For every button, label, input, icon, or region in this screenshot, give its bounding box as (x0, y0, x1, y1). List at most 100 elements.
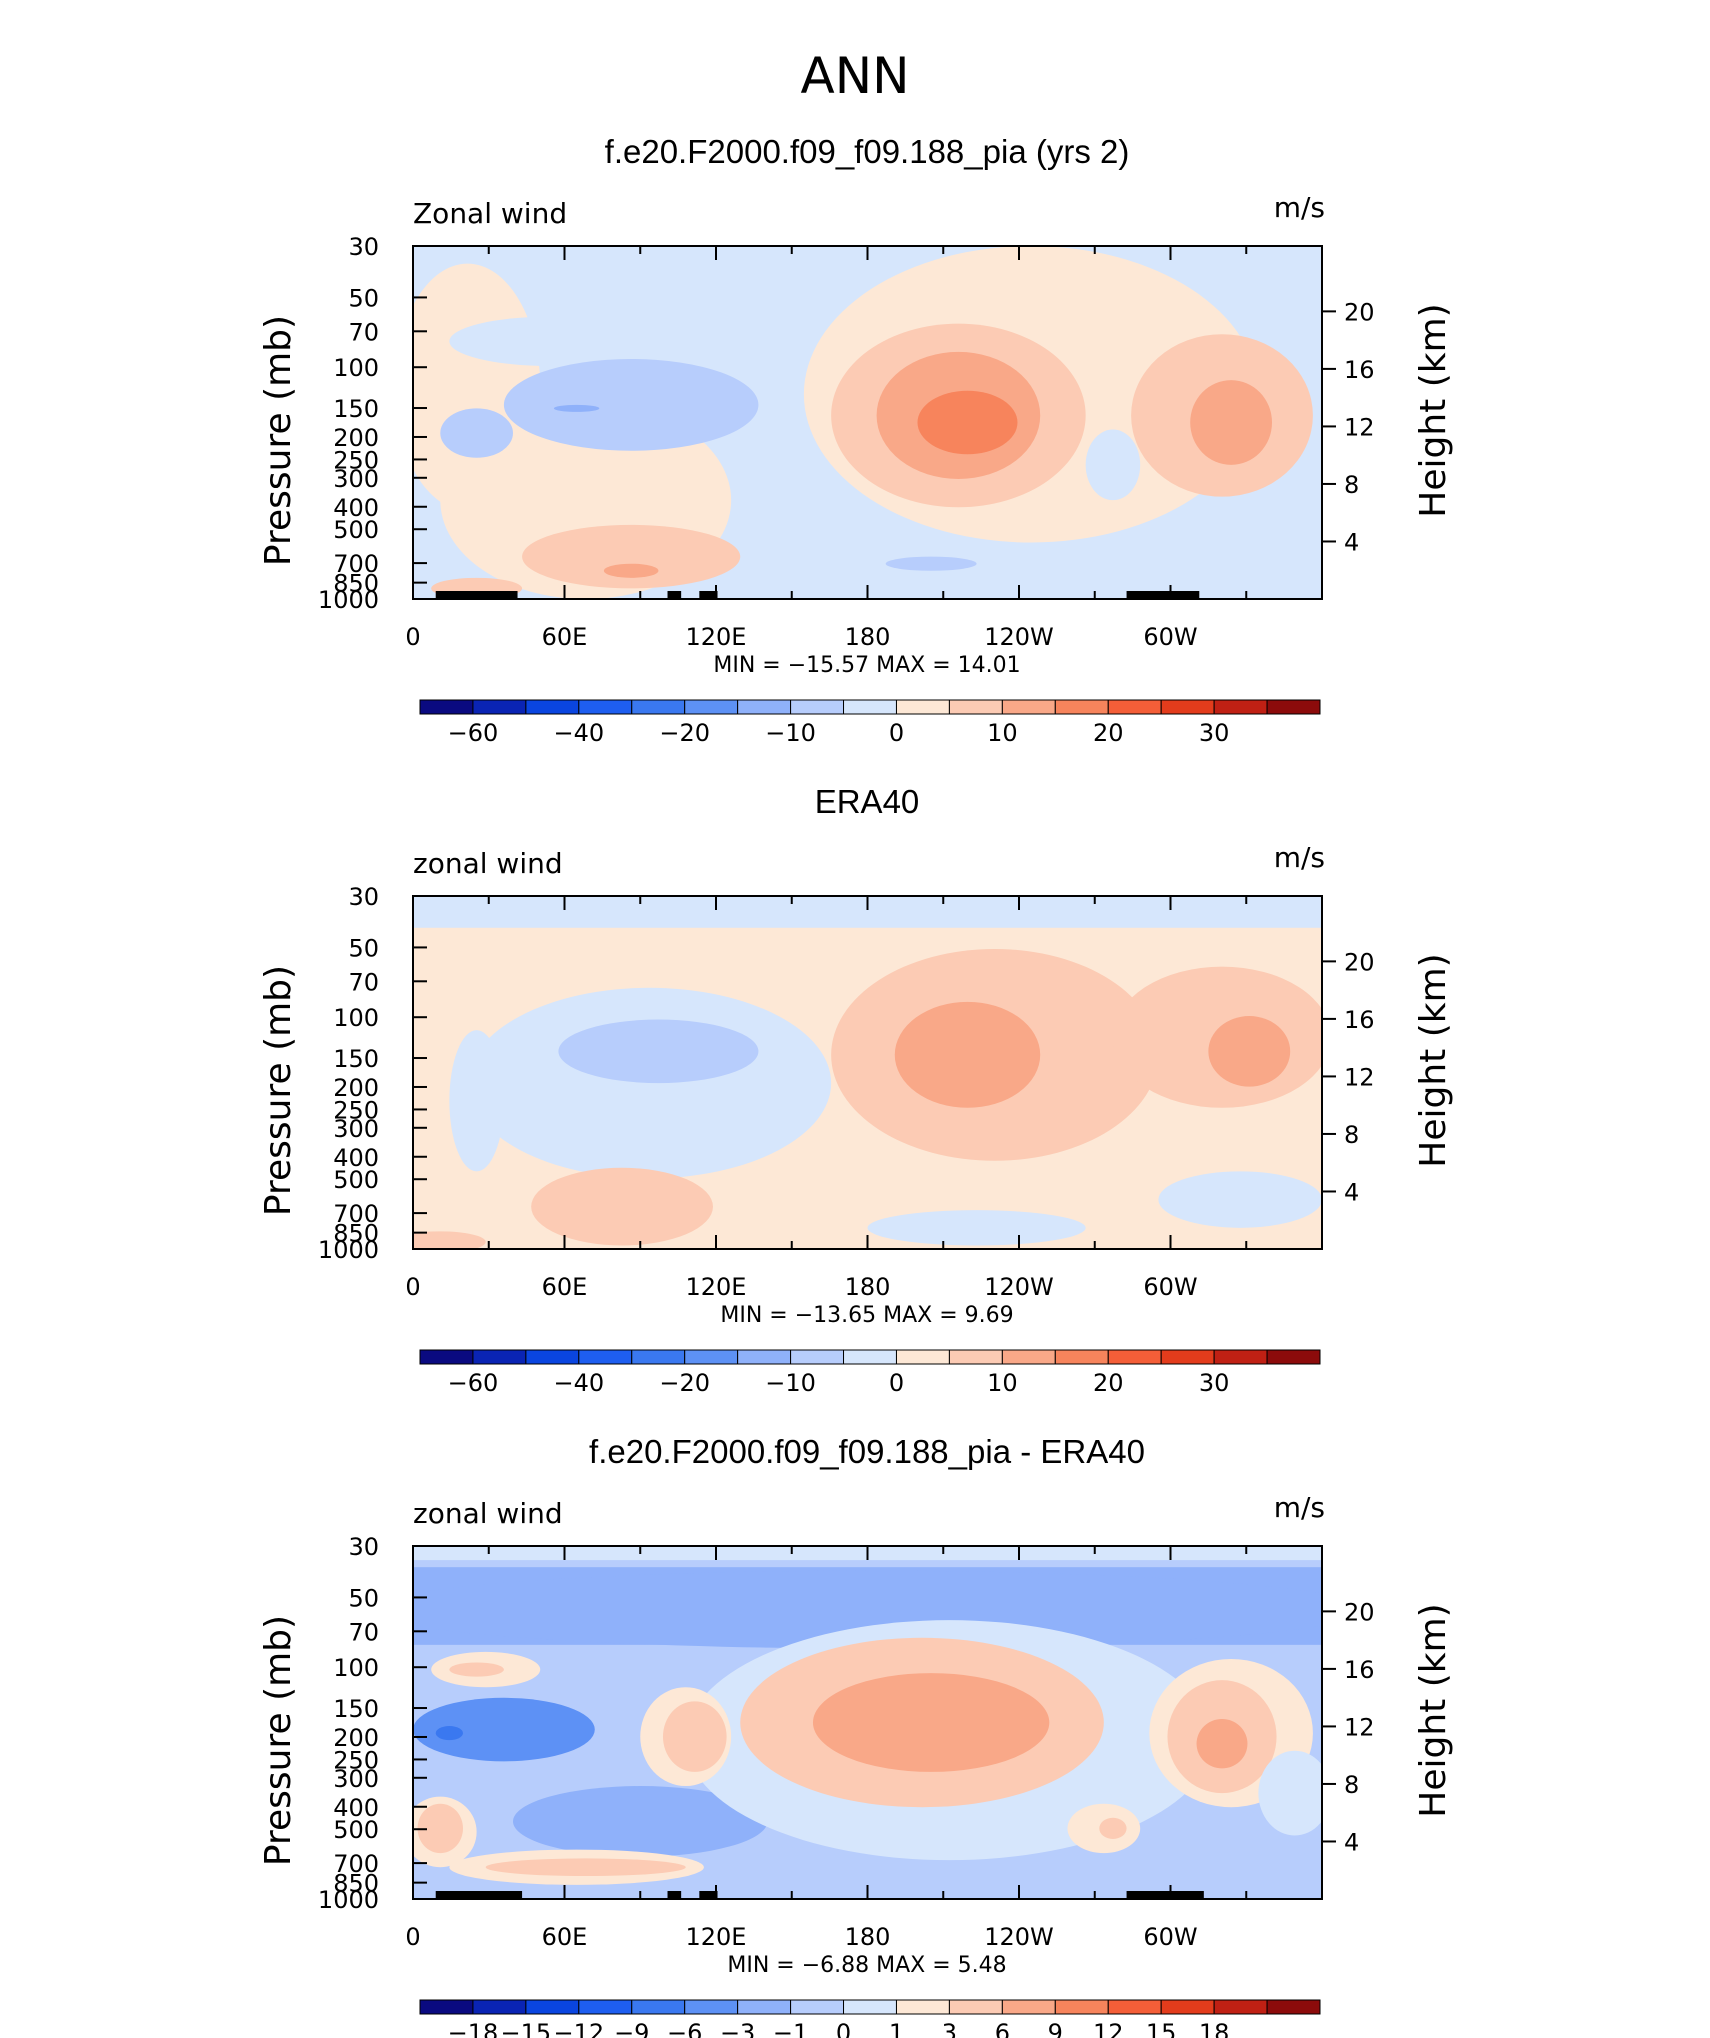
colorbar-swatch (578, 699, 633, 715)
lon-tick-label: 120W (984, 1273, 1054, 1301)
y-axis-label-right: Height (km) (1413, 303, 1454, 517)
pressure-tick-label: 400 (333, 1794, 379, 1822)
pressure-tick-label: 200 (333, 1724, 379, 1752)
colorbar-label: 20 (1093, 1369, 1124, 1397)
colorbar-label: −60 (448, 1369, 499, 1397)
colorbar-swatch (472, 1349, 527, 1365)
contour-region (812, 1673, 1050, 1772)
colorbar-swatch (948, 1999, 1003, 2015)
colorbar-swatch (737, 1999, 792, 2015)
colorbar-swatch (525, 699, 580, 715)
colorbar-swatch (1001, 1999, 1056, 2015)
colorbar-swatch (525, 1349, 580, 1365)
land-mask (435, 1891, 523, 1899)
contour-region (917, 390, 1018, 455)
colorbar-label: −20 (659, 1369, 710, 1397)
pressure-tick-label: 250 (333, 446, 379, 474)
lon-tick-label: 0 (405, 1273, 420, 1301)
colorbar-swatch (948, 1349, 1003, 1365)
colorbar-swatch (684, 1349, 739, 1365)
colorbar-label: 20 (1093, 719, 1124, 747)
colorbar-label: −10 (765, 1369, 816, 1397)
height-tick-label: 12 (1344, 1063, 1375, 1091)
lon-tick-label: 60W (1143, 1273, 1197, 1301)
colorbar-swatch (684, 1999, 739, 2015)
pressure-tick-label: 50 (348, 934, 379, 962)
pressure-tick-label: 400 (333, 494, 379, 522)
colorbar-swatch (1107, 699, 1162, 715)
height-tick-label: 16 (1344, 1006, 1375, 1034)
colorbar-swatch (790, 1349, 845, 1365)
colorbar-label: −6 (667, 2019, 702, 2038)
colorbar-label: 30 (1199, 719, 1230, 747)
contour-region (531, 1167, 713, 1246)
lon-tick-label: 60E (542, 623, 588, 651)
pressure-tick-label: 150 (333, 1045, 379, 1073)
contour-region (1208, 1016, 1291, 1087)
height-tick-label: 8 (1344, 1771, 1359, 1799)
colorbar-swatch (1054, 1999, 1109, 2015)
contour-area (413, 896, 1322, 1249)
contour-region (449, 1030, 504, 1172)
y-axis-label-right: Height (km) (1413, 1603, 1454, 1817)
land-mask (667, 591, 682, 599)
colorbar-label: −12 (553, 2019, 604, 2038)
lon-tick-label: 60E (542, 1273, 588, 1301)
colorbar-label: 6 (995, 2019, 1010, 2038)
pressure-tick-label: 150 (333, 395, 379, 423)
lon-tick-label: 60E (542, 1923, 588, 1951)
colorbar-label: −60 (448, 719, 499, 747)
contour-region (1158, 1171, 1322, 1228)
contour-region (1196, 1718, 1248, 1769)
land-mask (667, 1891, 682, 1899)
height-tick-label: 4 (1344, 1178, 1359, 1206)
colorbar-swatch (1054, 1349, 1109, 1365)
colorbar-label: −10 (765, 719, 816, 747)
pressure-tick-label: 200 (333, 424, 379, 452)
lon-tick-label: 0 (405, 623, 420, 651)
height-tick-label: 16 (1344, 1656, 1375, 1684)
colorbar-label: 0 (836, 2019, 851, 2038)
contour-region (1190, 380, 1273, 465)
lon-tick-label: 180 (845, 623, 891, 651)
contour-region (485, 1858, 686, 1877)
height-tick-label: 4 (1344, 1828, 1359, 1856)
pressure-tick-label: 300 (333, 1115, 379, 1143)
pressure-tick-label: 200 (333, 1074, 379, 1102)
pressure-tick-label: 700 (333, 1850, 379, 1878)
colorbar-swatch (1266, 1349, 1321, 1365)
colorbar-swatch (843, 699, 897, 715)
lon-tick-label: 120W (984, 623, 1054, 651)
colorbar-label: 0 (889, 1369, 904, 1397)
contour-area (413, 246, 1322, 599)
pressure-tick-label: 30 (348, 1533, 379, 1561)
pressure-tick-label: 250 (333, 1746, 379, 1774)
contour-region (413, 1570, 1322, 1649)
colorbar-swatch (419, 699, 474, 715)
panels: f.e20.F2000.f09_f09.188_pia (yrs 2) Zonal… (258, 133, 1454, 2038)
contour-region (417, 1803, 463, 1854)
colorbar-swatch (1107, 1999, 1162, 2015)
contour-region (553, 404, 600, 412)
height-tick-label: 20 (1344, 948, 1375, 976)
pressure-tick-label: 300 (333, 1765, 379, 1793)
contour-region (467, 987, 832, 1179)
colorbar-swatch (843, 1999, 897, 2015)
contour-region (413, 1697, 595, 1762)
pressure-tick-label: 1000 (318, 1886, 379, 1914)
pressure-tick-label: 850 (333, 1870, 379, 1898)
land-mask (1126, 1891, 1204, 1899)
contour-region (894, 1001, 1041, 1108)
colorbar-swatch (1001, 1349, 1056, 1365)
units-label: m/s (1274, 1491, 1325, 1524)
pressure-tick-label: 850 (333, 570, 379, 598)
colorbar-label: 10 (987, 1369, 1018, 1397)
colorbar-swatch (895, 1349, 950, 1365)
colorbar-label: −20 (659, 719, 710, 747)
land-mask (699, 591, 718, 599)
colorbar-swatch (1054, 699, 1109, 715)
colorbar-label: 10 (987, 719, 1018, 747)
colorbar-swatch (419, 1349, 474, 1365)
land-mask (699, 1891, 718, 1899)
height-tick-label: 8 (1344, 471, 1359, 499)
